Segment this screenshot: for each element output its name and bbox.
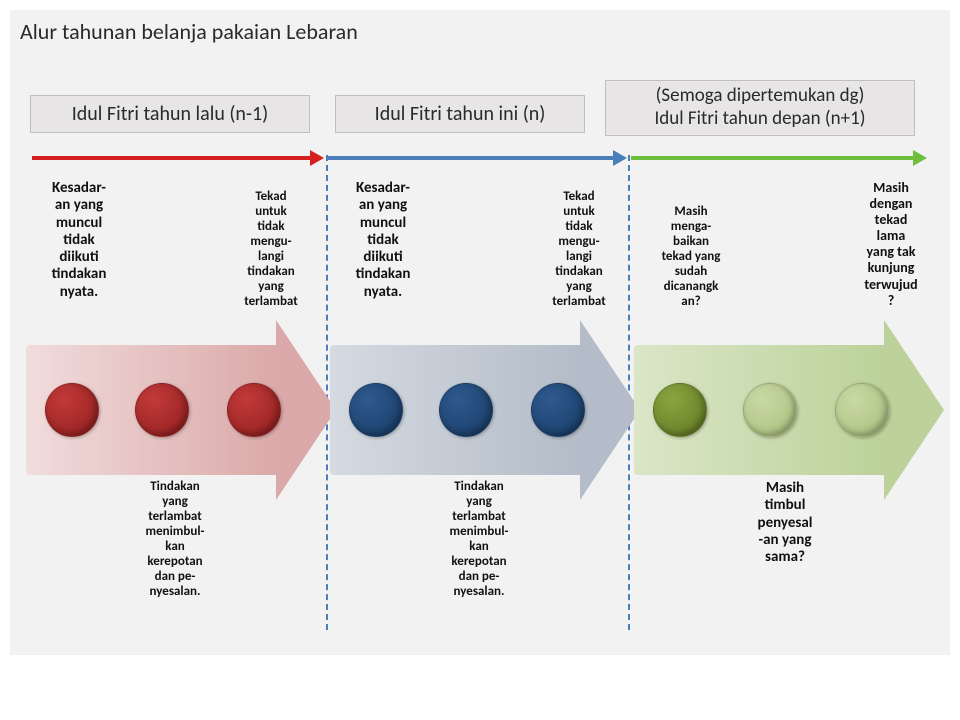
- timeline-arrowhead-0: [310, 150, 324, 166]
- stage-dot-1: [135, 383, 189, 437]
- annotation-0: Kesadar- an yang muncul tidak diikuti ti…: [36, 180, 122, 301]
- annotation-7: Masih timbul penyesal -an yang sama?: [740, 480, 830, 566]
- timeline-segment-0: [32, 156, 312, 160]
- annotation-5: Tekad untuk tidak mengu- langi tindakan …: [538, 190, 620, 310]
- stage-dot-0: [45, 383, 99, 437]
- timeline-arrowhead-1: [613, 150, 627, 166]
- period-box-2: (Semoga dipertemukan dg) Idul Fitri tahu…: [605, 80, 915, 136]
- diagram-canvas: Alur tahunan belanja pakaian Lebaran Idu…: [10, 10, 950, 655]
- stage-dot-2: [227, 383, 281, 437]
- annotation-2: Tekad untuk tidak mengu- langi tindakan …: [230, 190, 312, 310]
- annotation-4: Tindakan yang terlambat menimbul- kan ke…: [434, 480, 524, 600]
- stage-dot-8: [835, 383, 889, 437]
- stage-dot-7: [743, 383, 797, 437]
- timeline-segment-2: [631, 156, 915, 160]
- annotation-1: Tindakan yang terlambat menimbul- kan ke…: [130, 480, 220, 600]
- annotation-8: Masih dengan tekad lama yang tak kunjung…: [848, 180, 934, 309]
- period-box-0: Idul Fitri tahun lalu (n-1): [30, 95, 310, 133]
- stage-dot-4: [439, 383, 493, 437]
- stage-dot-5: [531, 383, 585, 437]
- period-box-1: Idul Fitri tahun ini (n): [335, 95, 585, 133]
- stage-dot-3: [349, 383, 403, 437]
- timeline-segment-1: [328, 156, 615, 160]
- stage-dot-6: [653, 383, 707, 437]
- diagram-title: Alur tahunan belanja pakaian Lebaran: [20, 18, 358, 45]
- timeline-arrowhead-2: [913, 150, 927, 166]
- annotation-6: Masih menga- baikan tekad yang sudah dic…: [646, 205, 736, 310]
- annotation-3: Kesadar- an yang muncul tidak diikuti ti…: [340, 180, 426, 301]
